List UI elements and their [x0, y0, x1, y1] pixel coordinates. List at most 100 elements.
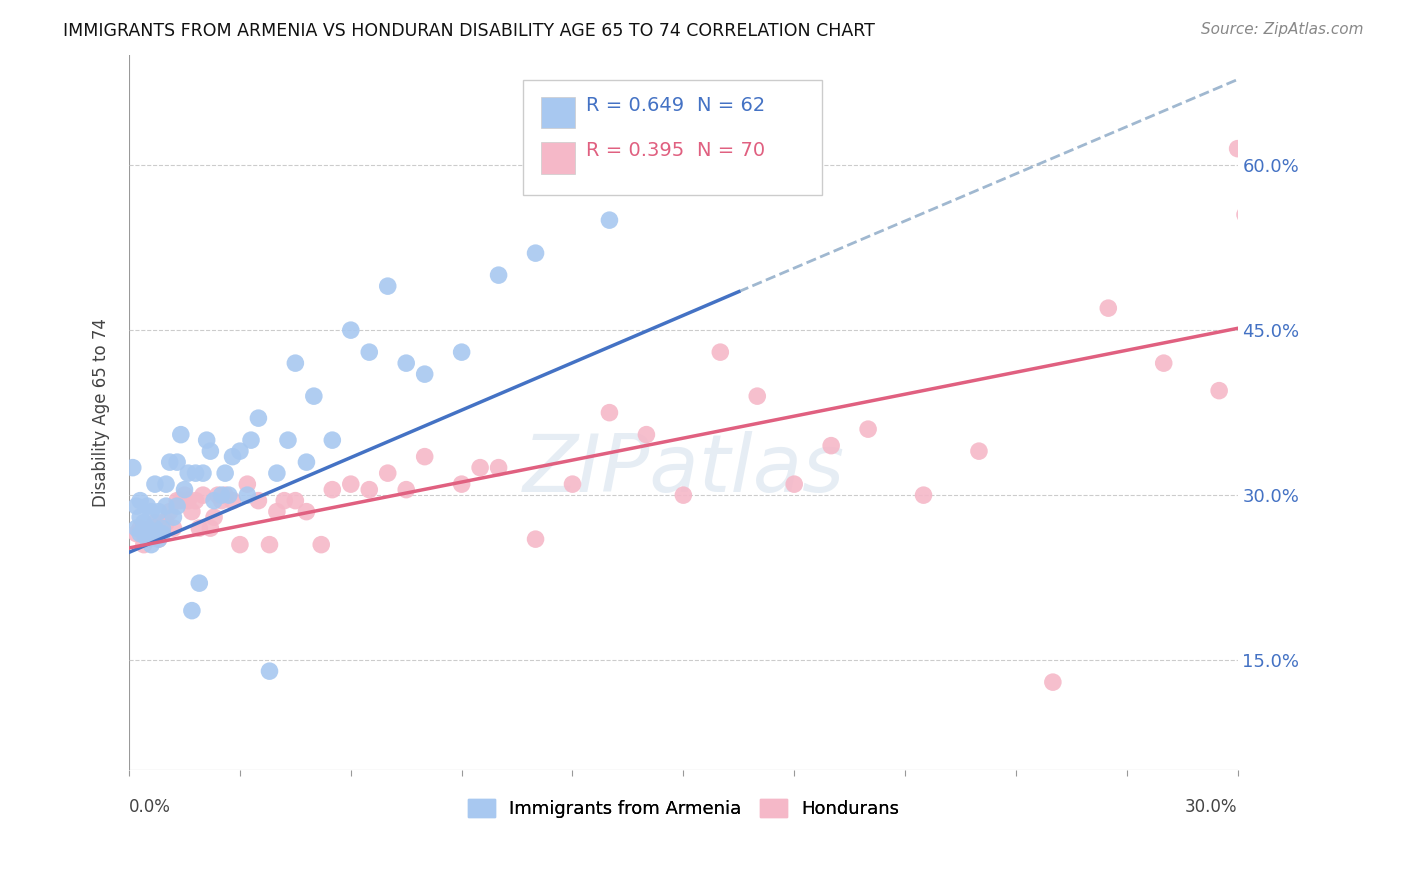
Point [132, 526, 155, 541]
Point [284, 493, 307, 508]
Point [150, 521, 173, 535]
Point [214, 488, 236, 502]
Point [129, 510, 152, 524]
Point [136, 499, 159, 513]
Text: IMMIGRANTS FROM ARMENIA VS HONDURAN DISABILITY AGE 65 TO 74 CORRELATION CHART: IMMIGRANTS FROM ARMENIA VS HONDURAN DISA… [63, 22, 875, 40]
Point [162, 510, 184, 524]
Point [166, 493, 188, 508]
Point [1097, 301, 1119, 315]
Point [339, 323, 361, 337]
Point [236, 488, 259, 502]
Point [302, 389, 325, 403]
Point [141, 526, 163, 541]
Point [1234, 208, 1257, 222]
Point [159, 455, 181, 469]
Bar [541, 96, 575, 128]
Point [141, 538, 163, 552]
Point [236, 477, 259, 491]
Text: N = 70: N = 70 [696, 142, 765, 161]
Point [377, 466, 399, 480]
Point [155, 499, 177, 513]
Point [450, 477, 472, 491]
Text: N = 62: N = 62 [696, 95, 765, 115]
Point [166, 499, 188, 513]
Point [129, 526, 152, 541]
Point [221, 493, 243, 508]
Point [856, 422, 879, 436]
Point [468, 460, 491, 475]
Point [1244, 664, 1267, 678]
Point [121, 460, 143, 475]
Point [132, 538, 155, 552]
Text: R = 0.649: R = 0.649 [586, 95, 683, 115]
Point [125, 526, 148, 541]
Point [1153, 356, 1175, 370]
Point [132, 516, 155, 530]
Point [1226, 142, 1249, 156]
Point [1042, 675, 1064, 690]
Point [240, 433, 263, 447]
Point [132, 521, 155, 535]
Point [148, 532, 170, 546]
Point [202, 493, 225, 508]
Text: 0.0%: 0.0% [129, 797, 172, 815]
Point [195, 433, 218, 447]
Point [202, 510, 225, 524]
FancyBboxPatch shape [523, 80, 823, 194]
Point [277, 433, 299, 447]
Text: Source: ZipAtlas.com: Source: ZipAtlas.com [1201, 22, 1364, 37]
Point [450, 345, 472, 359]
Point [598, 213, 620, 227]
Point [672, 488, 695, 502]
Point [188, 576, 211, 591]
Point [191, 466, 214, 480]
Point [143, 477, 166, 491]
Point [170, 493, 193, 508]
Point [177, 493, 200, 508]
Point [159, 505, 181, 519]
Point [284, 356, 307, 370]
Point [321, 483, 343, 497]
Point [214, 466, 236, 480]
Point [155, 477, 177, 491]
Point [148, 505, 170, 519]
Point [247, 493, 270, 508]
Point [180, 604, 202, 618]
Point [709, 180, 731, 194]
Point [184, 466, 207, 480]
Point [747, 389, 769, 403]
Point [266, 466, 288, 480]
Point [184, 493, 207, 508]
Point [488, 460, 510, 475]
Point [598, 406, 620, 420]
Point [141, 505, 163, 519]
Point [200, 521, 222, 535]
Point [125, 521, 148, 535]
Text: ZIPatlas: ZIPatlas [522, 431, 845, 508]
Point [259, 664, 281, 678]
Point [359, 483, 381, 497]
Point [229, 444, 252, 458]
Point [413, 450, 436, 464]
Point [377, 279, 399, 293]
Point [221, 450, 243, 464]
Point [218, 488, 240, 502]
Point [170, 427, 193, 442]
Point [295, 455, 318, 469]
Legend: Immigrants from Armenia, Hondurans: Immigrants from Armenia, Hondurans [460, 792, 907, 825]
Y-axis label: Disability Age 65 to 74: Disability Age 65 to 74 [93, 318, 110, 507]
Point [129, 493, 152, 508]
Point [266, 505, 288, 519]
Point [180, 505, 202, 519]
Point [709, 345, 731, 359]
Point [136, 521, 159, 535]
Point [967, 444, 990, 458]
Point [524, 246, 547, 260]
Point [413, 367, 436, 381]
Point [912, 488, 935, 502]
Point [211, 493, 233, 508]
Point [321, 433, 343, 447]
Bar [541, 143, 575, 174]
Point [150, 516, 173, 530]
Point [155, 516, 177, 530]
